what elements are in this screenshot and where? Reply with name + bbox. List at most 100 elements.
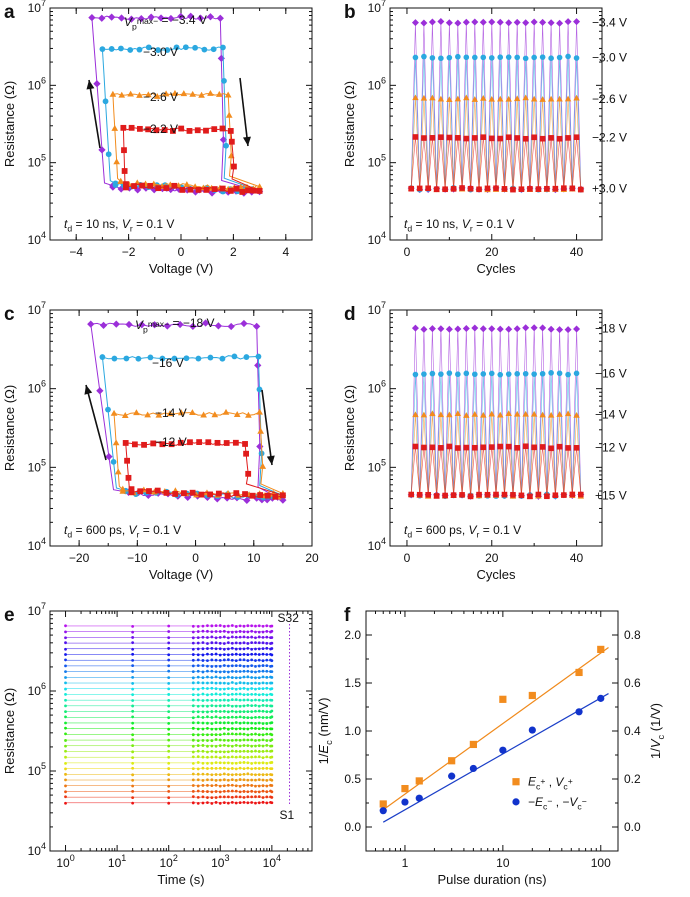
data-point	[201, 772, 205, 776]
state-label-bottom: S1	[280, 808, 295, 822]
data-point	[257, 669, 261, 673]
data-point	[167, 744, 171, 748]
data-point	[238, 773, 242, 777]
data-point	[93, 80, 101, 88]
x-axis-label: Cycles	[476, 567, 516, 582]
data-point	[565, 135, 571, 141]
data-point	[234, 789, 238, 793]
data-point	[242, 738, 246, 742]
data-point	[270, 698, 274, 702]
data-point	[462, 18, 470, 26]
data-point	[233, 185, 240, 192]
data-point	[454, 95, 462, 102]
data-point	[421, 53, 427, 60]
data-point	[488, 444, 495, 450]
data-point	[261, 699, 265, 702]
data-point	[226, 641, 230, 645]
data-point	[250, 664, 254, 668]
data-point	[146, 488, 152, 494]
text-span: 10	[28, 844, 42, 858]
data-point	[223, 440, 230, 446]
data-point	[257, 658, 261, 662]
tick-label: 1	[402, 856, 409, 870]
data-point	[191, 710, 195, 714]
series-label: −2.2 V	[143, 122, 178, 136]
data-point	[250, 658, 254, 662]
text-span: 6	[41, 379, 46, 389]
data-point	[163, 322, 171, 330]
data-point	[254, 766, 257, 770]
text-span: max−	[148, 319, 169, 329]
data-point	[254, 739, 257, 742]
data-point	[230, 789, 234, 793]
data-point	[597, 694, 605, 702]
data-point	[253, 322, 261, 331]
data-point	[547, 95, 555, 102]
data-point	[210, 773, 214, 777]
data-point	[87, 320, 95, 328]
tick-label: −20	[69, 551, 90, 565]
data-point	[522, 370, 529, 377]
data-point	[218, 710, 222, 713]
data-point	[201, 641, 205, 645]
data-point	[206, 652, 209, 656]
data-point	[463, 135, 470, 142]
data-point	[214, 755, 218, 759]
data-point	[234, 732, 238, 736]
data-point	[270, 721, 274, 725]
data-point	[257, 624, 261, 628]
data-point	[88, 14, 96, 22]
data-point	[167, 704, 171, 708]
text-span: = 0.1 V	[473, 217, 515, 231]
text-span: 10	[368, 1, 382, 15]
footnote: td = 600 ps, Vr = 0.1 V	[64, 523, 181, 540]
data-point	[214, 778, 218, 782]
data-point	[547, 411, 555, 418]
data-point	[476, 491, 482, 498]
data-point	[222, 692, 226, 696]
data-point	[230, 727, 234, 730]
data-point	[242, 778, 246, 782]
series-line	[410, 56, 582, 190]
tick-label: 0.0	[624, 820, 641, 834]
data-point	[238, 795, 242, 799]
data-point	[206, 669, 209, 673]
data-point	[181, 490, 187, 497]
data-point	[265, 795, 269, 799]
data-point	[167, 641, 171, 645]
series-line	[113, 411, 285, 499]
data-point	[176, 320, 184, 329]
data-point	[257, 698, 261, 702]
arrow-line	[239, 77, 249, 147]
data-point	[257, 738, 261, 742]
data-point	[250, 789, 254, 793]
data-point	[556, 370, 563, 377]
data-point	[510, 492, 516, 498]
tick-label: 1.5	[344, 676, 361, 690]
data-point	[531, 134, 537, 141]
data-point	[246, 681, 250, 685]
data-point	[196, 693, 200, 697]
data-point	[463, 94, 470, 101]
tick-label: 4	[282, 245, 289, 259]
data-point	[254, 698, 257, 702]
data-point	[564, 410, 572, 417]
data-point	[261, 664, 265, 667]
data-point	[230, 658, 234, 662]
data-point	[437, 411, 445, 418]
state-series	[64, 652, 274, 657]
data-point	[488, 325, 496, 333]
data-point	[411, 324, 419, 332]
data-point	[191, 636, 195, 640]
data-point	[270, 784, 274, 787]
data-point	[206, 710, 209, 714]
data-point	[415, 794, 423, 802]
data-point	[556, 19, 564, 27]
data-point	[401, 798, 409, 806]
tick-label: 106	[28, 681, 46, 698]
data-point	[242, 687, 246, 690]
data-point	[219, 125, 226, 132]
data-point	[131, 738, 135, 742]
text-span: 5	[381, 457, 386, 467]
text-span: d	[407, 224, 412, 234]
